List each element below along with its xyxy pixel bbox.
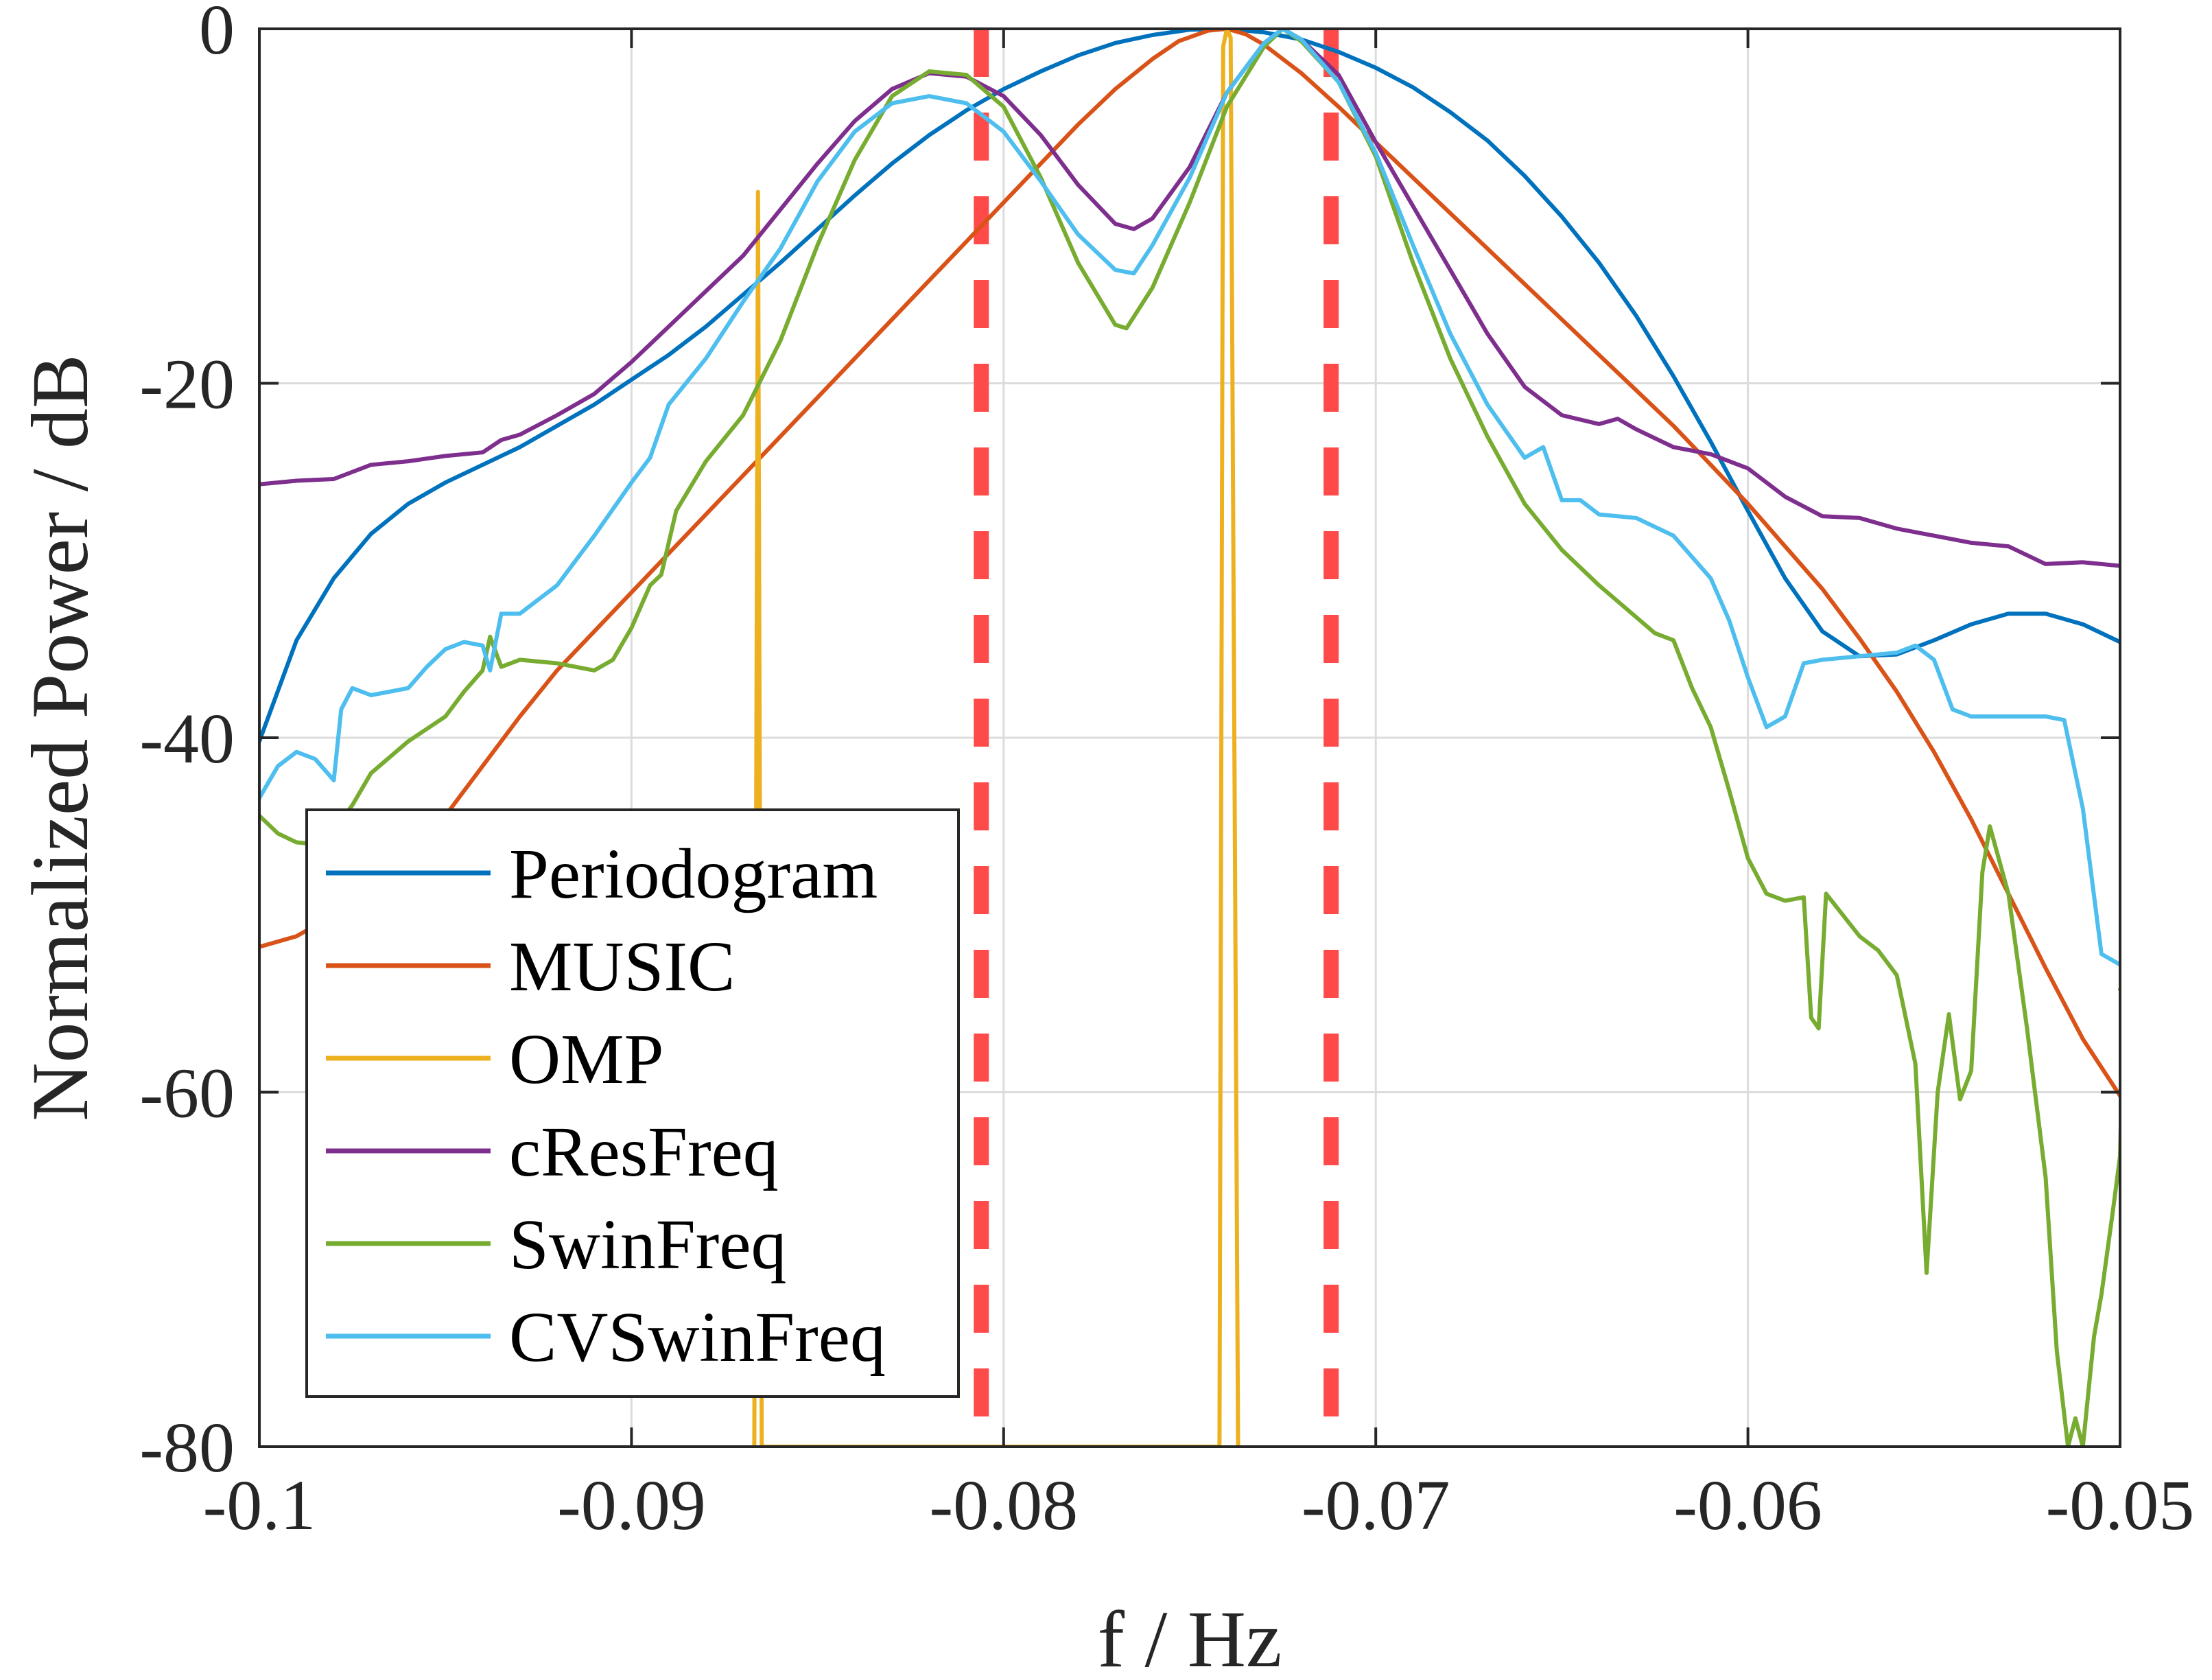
series-line-periodogram — [259, 29, 2120, 744]
x-tick-label: -0.1 — [203, 1466, 316, 1545]
reference-lines — [974, 29, 1339, 1447]
y-tick-label: -20 — [139, 345, 235, 424]
series-line-music — [259, 29, 2120, 1098]
legend-label: MUSIC — [509, 927, 735, 1006]
legend-label: Periodogram — [509, 835, 878, 913]
x-tick-label: -0.06 — [1673, 1466, 1822, 1545]
series-line-omp — [752, 29, 1240, 1447]
y-tick-label: -80 — [139, 1408, 235, 1487]
series-line-cvswinfreq — [259, 29, 2120, 967]
x-tick-label: -0.05 — [2046, 1466, 2195, 1545]
legend-label: SwinFreq — [509, 1205, 786, 1284]
legend-label: cResFreq — [509, 1112, 779, 1191]
legend: Periodogram MUSIC OMP cResFreq SwinFreq CVSwi… — [305, 808, 960, 1398]
axes: -0.1 -0.09 -0.08 -0.07 -0.06 -0.05 -80 -60 -40 -2… — [139, 0, 2194, 1545]
y-tick-label: -40 — [139, 699, 235, 778]
legend-label: OMP — [509, 1020, 663, 1099]
x-axis-label: f / Hz — [1098, 1594, 1282, 1680]
legend-box — [305, 808, 960, 1398]
plot-series — [259, 29, 2120, 1447]
x-tick-label: -0.08 — [929, 1466, 1078, 1545]
x-tick-label: -0.07 — [1302, 1466, 1450, 1545]
x-tick-label: -0.09 — [557, 1466, 706, 1545]
series-line-cresfreq — [259, 29, 2120, 568]
legend-label: CVSwinFreq — [509, 1298, 886, 1377]
y-tick-label: 0 — [199, 0, 235, 69]
y-axis-label: Normalized Power / dB — [15, 354, 105, 1121]
series-line-swinfreq — [259, 29, 2120, 1447]
y-tick-label: -60 — [139, 1054, 235, 1133]
